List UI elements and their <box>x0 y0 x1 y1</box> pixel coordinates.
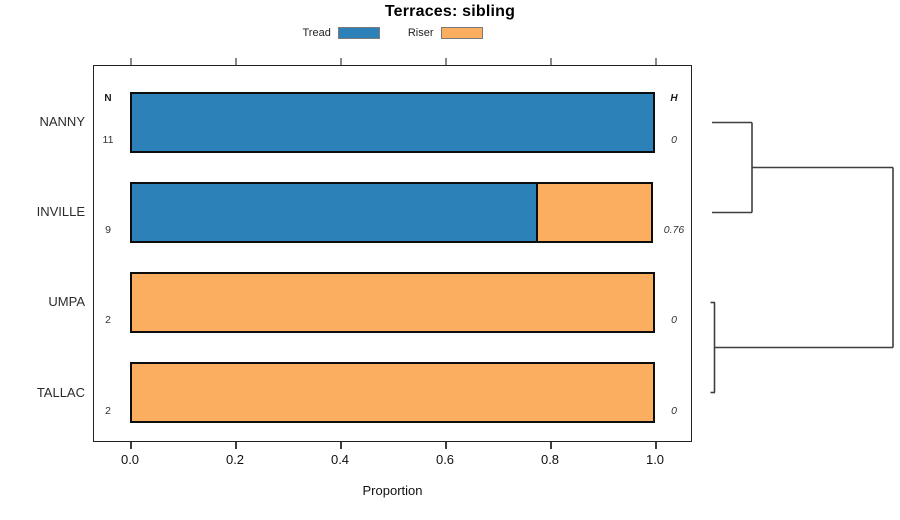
tread-color-swatch <box>337 27 380 39</box>
bar-nanny <box>130 92 655 153</box>
x-axis-title: Proportion <box>362 483 423 498</box>
bottom-tick-0.8 <box>550 442 552 449</box>
x-tick-label: 1.0 <box>645 452 665 467</box>
legend: Tread Riser <box>93 25 692 41</box>
chart-title: Terraces: sibling <box>384 3 516 20</box>
x-tick-label: 0.8 <box>540 452 560 467</box>
category-label-tallac: TALLAC <box>36 385 85 400</box>
n-column-header: N <box>104 93 112 104</box>
x-tick-label: 0.2 <box>225 452 245 467</box>
top-tick-0.8 <box>550 58 552 65</box>
bar-segment-riser <box>130 272 655 333</box>
n-value: 2 <box>105 405 111 417</box>
bottom-tick-0.6 <box>445 442 447 449</box>
category-label-nanny: NANNY <box>39 114 85 129</box>
bar-umpa <box>130 272 655 333</box>
bottom-tick-0.4 <box>340 442 342 449</box>
h-value: 0 <box>671 314 677 326</box>
legend-item-riser: Riser <box>408 27 483 39</box>
bar-inville <box>130 182 655 243</box>
n-value: 9 <box>105 224 111 236</box>
n-value: 11 <box>102 134 114 146</box>
top-tick-0.0 <box>130 58 132 65</box>
x-tick-label: 0.6 <box>435 452 455 467</box>
bar-segment-tread <box>130 92 655 153</box>
n-value: 2 <box>105 314 111 326</box>
bar-tallac <box>130 362 655 423</box>
bottom-tick-0.0 <box>130 442 132 449</box>
bar-segment-riser <box>536 182 653 243</box>
top-tick-1.0 <box>655 58 657 65</box>
legend-label-tread: Tread <box>302 27 331 39</box>
h-column-header: H <box>670 93 678 104</box>
top-tick-0.2 <box>235 58 237 65</box>
bar-segment-riser <box>130 362 655 423</box>
bottom-tick-0.2 <box>235 442 237 449</box>
top-tick-0.4 <box>340 58 342 65</box>
h-value: 0 <box>671 134 677 146</box>
bar-segment-tread <box>130 182 539 243</box>
category-label-umpa: UMPA <box>48 294 85 309</box>
legend-item-tread: Tread <box>303 27 380 39</box>
legend-label-riser: Riser <box>407 27 434 39</box>
x-tick-label: 0.4 <box>330 452 350 467</box>
bottom-tick-1.0 <box>655 442 657 449</box>
top-tick-0.6 <box>445 58 447 65</box>
x-tick-label: 0.0 <box>120 452 140 467</box>
h-value: 0 <box>671 405 677 417</box>
h-value: 0.76 <box>663 224 685 236</box>
riser-color-swatch <box>440 27 483 39</box>
category-label-inville: INVILLE <box>36 204 85 219</box>
